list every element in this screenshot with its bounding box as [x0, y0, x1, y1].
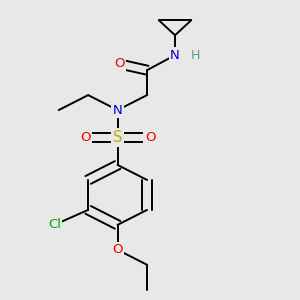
- Text: N: N: [170, 49, 180, 62]
- Text: O: O: [80, 131, 91, 144]
- Text: H: H: [191, 49, 200, 62]
- Text: S: S: [113, 130, 122, 145]
- Text: N: N: [113, 103, 122, 117]
- Text: O: O: [112, 243, 123, 256]
- Text: Cl: Cl: [48, 218, 61, 231]
- Text: O: O: [145, 131, 155, 144]
- Text: O: O: [114, 57, 124, 70]
